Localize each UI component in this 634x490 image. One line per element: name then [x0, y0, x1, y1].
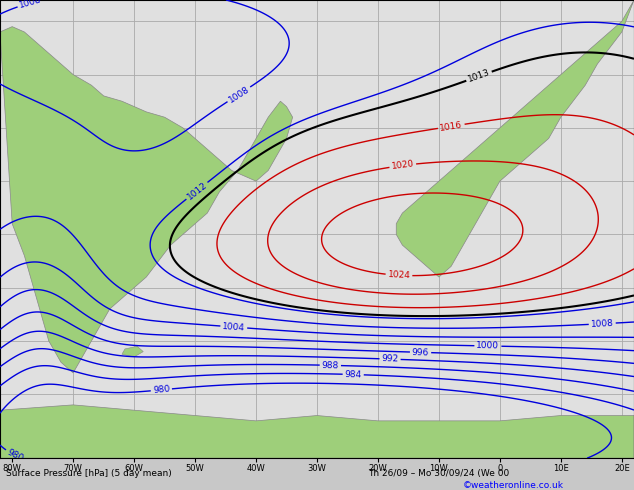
Text: 980: 980 — [152, 385, 171, 395]
Text: 1012: 1012 — [185, 180, 209, 201]
Polygon shape — [0, 26, 293, 373]
Text: 1024: 1024 — [387, 270, 411, 280]
Text: 996: 996 — [412, 347, 429, 357]
Text: 1000: 1000 — [476, 341, 500, 351]
Text: 992: 992 — [381, 354, 399, 364]
Text: Surface Pressure [hPa] (5 day mean): Surface Pressure [hPa] (5 day mean) — [6, 469, 172, 478]
Text: Th 26/09 – Mo 30/09/24 (We 00: Th 26/09 – Mo 30/09/24 (We 00 — [368, 469, 509, 478]
Text: 1008: 1008 — [18, 0, 42, 10]
Text: 1008: 1008 — [590, 318, 614, 329]
Text: ©weatheronline.co.uk: ©weatheronline.co.uk — [463, 481, 564, 490]
Text: 1004: 1004 — [222, 321, 245, 332]
Polygon shape — [396, 0, 634, 277]
Text: 980: 980 — [6, 447, 25, 463]
Polygon shape — [122, 346, 143, 357]
Text: 984: 984 — [344, 370, 362, 379]
Polygon shape — [0, 405, 634, 458]
Text: 1013: 1013 — [467, 68, 491, 84]
Text: 1008: 1008 — [227, 84, 251, 104]
Text: 1020: 1020 — [391, 160, 415, 172]
Text: 988: 988 — [321, 361, 339, 370]
Text: 1016: 1016 — [439, 120, 463, 132]
